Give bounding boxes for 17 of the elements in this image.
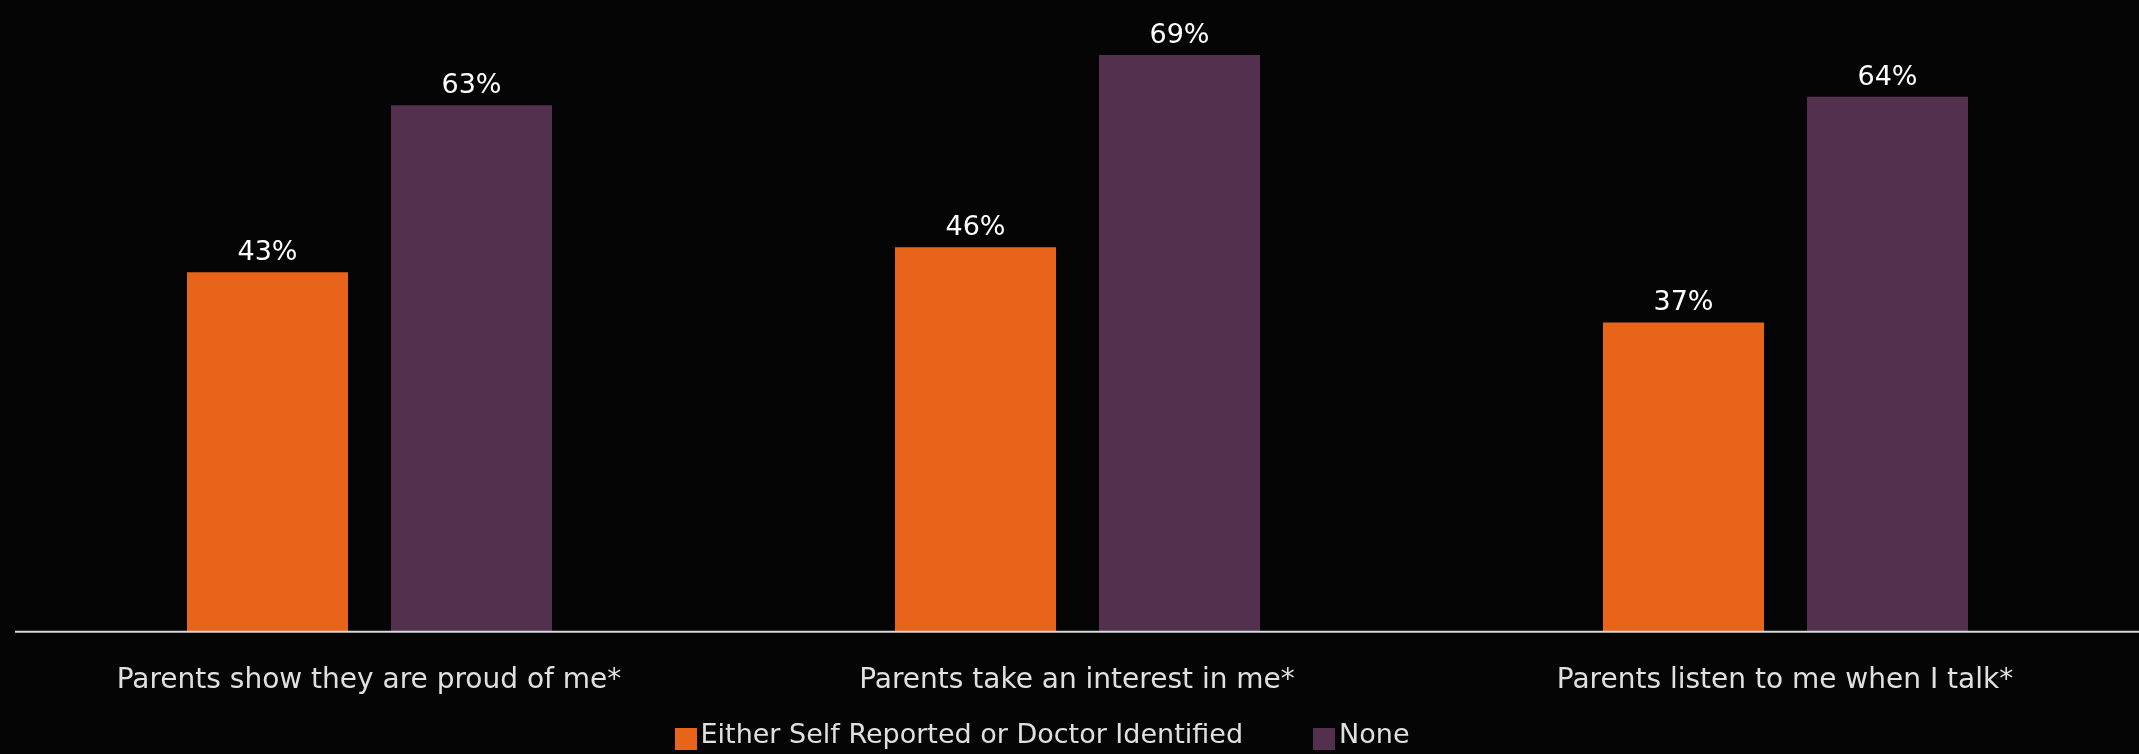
data-label: 69%	[1149, 18, 1210, 49]
legend-label: Either Self Reported or Doctor Identified	[700, 717, 1244, 749]
x-tick-label: Parents show they are proud of me*	[116, 661, 622, 695]
data-label: 43%	[237, 235, 298, 267]
bar	[895, 247, 1056, 632]
data-label: 63%	[441, 68, 502, 100]
data-label: 64%	[1857, 59, 1918, 91]
legend-label: None	[1339, 717, 1410, 749]
bar	[1807, 96, 1968, 632]
x-tick-label: Parents listen to me when I talk*	[1556, 661, 2014, 695]
bar	[1099, 55, 1260, 632]
bar	[391, 105, 552, 632]
bar	[1603, 322, 1764, 632]
data-label: 46%	[945, 210, 1006, 242]
x-tick-label: Parents take an interest in me*	[859, 661, 1295, 695]
data-label: 37%	[1653, 285, 1714, 317]
bar	[187, 272, 348, 632]
